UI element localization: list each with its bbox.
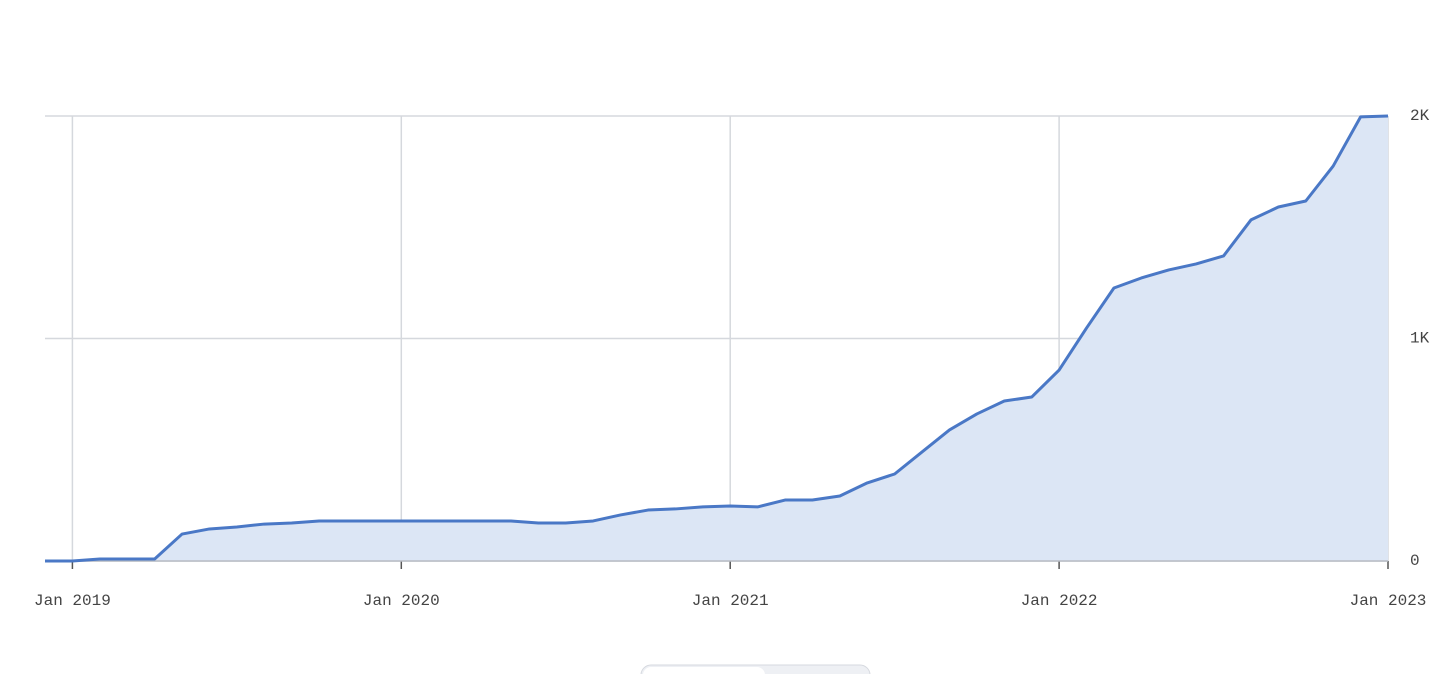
y-tick-label: 1K — [1410, 330, 1430, 348]
area-fill — [45, 116, 1388, 561]
line — [45, 114, 1389, 563]
x-tick-label: Jan 2020 — [363, 592, 440, 610]
x-tick-label: Jan 2022 — [1021, 592, 1098, 610]
x-tick-label: Jan 2021 — [692, 592, 769, 610]
x-tick-label: Jan 2023 — [1350, 592, 1427, 610]
y-tick-label: 2K — [1410, 107, 1430, 125]
y-tick-label: 0 — [1410, 552, 1420, 570]
x-tick-label: Jan 2019 — [34, 592, 111, 610]
toggle-option[interactable] — [643, 667, 765, 674]
